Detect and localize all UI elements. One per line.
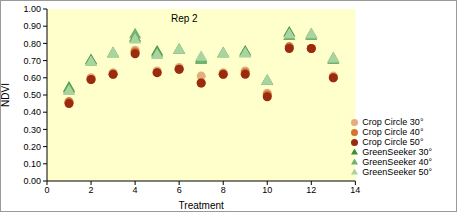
svg-text:14: 14 xyxy=(350,185,360,195)
html-text:Crop Circle 50°: Crop Circle 50° xyxy=(362,137,424,147)
svg-text:0.20: 0.20 xyxy=(23,142,41,152)
html-text:Rep 2: Rep 2 xyxy=(171,13,198,24)
html-text:GreenSeeker 50°: GreenSeeker 50° xyxy=(362,167,432,177)
svg-text:0.00: 0.00 xyxy=(23,176,41,186)
svg-text:0.60: 0.60 xyxy=(23,73,41,83)
svg-text:6: 6 xyxy=(177,185,182,195)
svg-text:12: 12 xyxy=(306,185,316,195)
html-text:GreenSeeker 30°: GreenSeeker 30° xyxy=(362,147,432,157)
svg-text:Treatment: Treatment xyxy=(179,200,224,211)
svg-text:0.90: 0.90 xyxy=(23,21,41,31)
svg-text:8: 8 xyxy=(221,185,226,195)
svg-text:0.10: 0.10 xyxy=(23,159,41,169)
svg-text:NDVI: NDVI xyxy=(8,83,11,107)
svg-text:0.80: 0.80 xyxy=(23,39,41,49)
svg-text:0.50: 0.50 xyxy=(23,90,41,100)
svg-text:10: 10 xyxy=(262,185,272,195)
svg-text:1.00: 1.00 xyxy=(23,4,41,14)
svg-text:2: 2 xyxy=(89,185,94,195)
svg-text:0.30: 0.30 xyxy=(23,125,41,135)
svg-text:0.40: 0.40 xyxy=(23,107,41,117)
svg-text:0.70: 0.70 xyxy=(23,56,41,66)
html-text:Crop Circle 30°: Crop Circle 30° xyxy=(362,117,424,127)
html-text:Crop Circle 40°: Crop Circle 40° xyxy=(362,127,424,137)
svg-text:4: 4 xyxy=(133,185,138,195)
svg-text:0: 0 xyxy=(44,185,49,195)
html-text:GreenSeeker 40°: GreenSeeker 40° xyxy=(362,157,432,167)
